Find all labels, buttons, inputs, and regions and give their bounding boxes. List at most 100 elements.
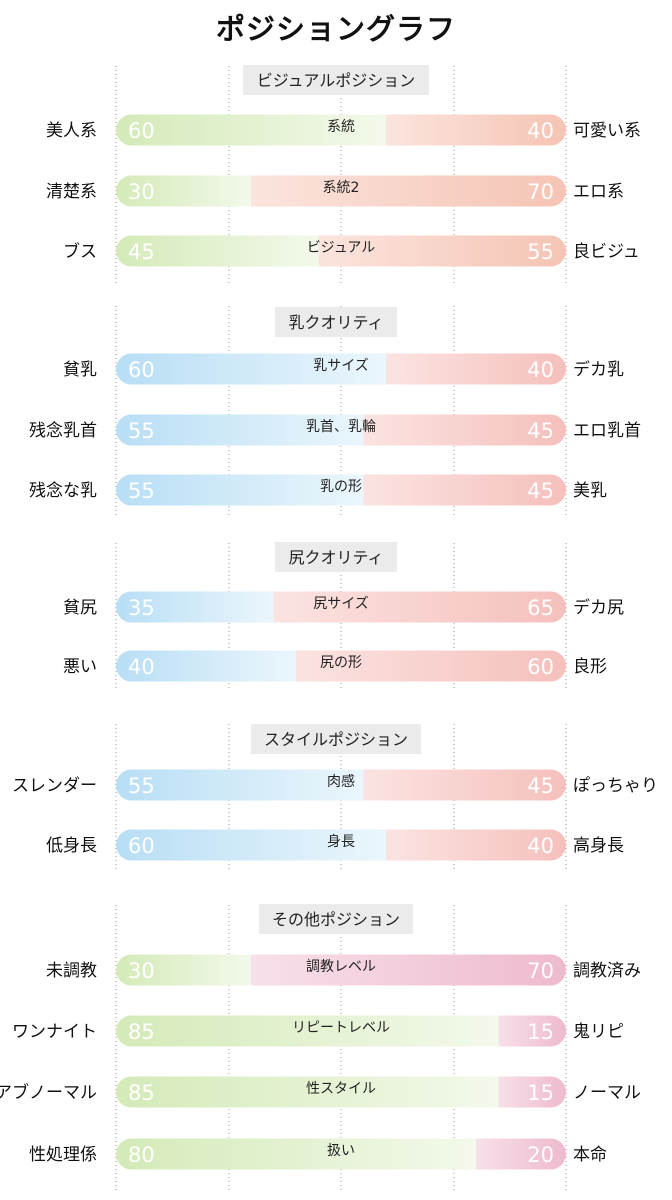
- bar-label: 乳首、乳輪: [306, 418, 376, 435]
- bar-right-segment: [318, 235, 566, 267]
- bar-right-segment: [386, 829, 566, 861]
- left-value: 60: [128, 358, 155, 382]
- right-value: 45: [527, 774, 554, 798]
- left-axis-label: 残念乳首: [29, 420, 97, 441]
- bar-right-segment: [363, 769, 566, 801]
- right-axis-label: 可愛い系: [573, 121, 641, 141]
- right-value: 40: [527, 358, 554, 382]
- bar-right-segment: [498, 1015, 566, 1047]
- left-value: 40: [128, 655, 155, 679]
- bar-right-segment: [386, 353, 566, 385]
- bar-label: 系統2: [323, 180, 360, 196]
- left-axis-label: スレンダー: [12, 776, 97, 796]
- right-axis-label: エロ系: [573, 182, 624, 202]
- bar: [116, 1138, 566, 1170]
- bar-left-segment: [116, 829, 386, 861]
- left-axis-label: 美人系: [46, 121, 97, 141]
- right-value: 40: [527, 834, 554, 858]
- left-value: 30: [128, 959, 155, 983]
- bar: [116, 829, 566, 861]
- right-value: 65: [527, 596, 554, 620]
- bar-left-segment: [116, 1076, 499, 1108]
- right-axis-label: 美乳: [573, 481, 607, 501]
- bar-left-segment: [116, 175, 251, 207]
- section-header-bg: [243, 65, 429, 95]
- right-value: 45: [527, 479, 554, 503]
- bar-right-segment: [386, 114, 566, 146]
- left-value: 55: [128, 419, 155, 443]
- left-value: 35: [128, 596, 155, 620]
- left-axis-label: 未調教: [46, 961, 97, 981]
- right-axis-label: 本命: [573, 1145, 607, 1165]
- bar: [116, 175, 566, 207]
- left-value: 60: [128, 834, 155, 858]
- right-axis-label: デカ尻: [573, 597, 624, 618]
- left-axis-label: ブス: [63, 241, 97, 262]
- section-header: 尻クオリティ: [288, 548, 383, 567]
- right-axis-label: 良ビジュ: [573, 242, 640, 262]
- bar-left-segment: [116, 1015, 499, 1047]
- section-header: ビジュアルポジション: [257, 71, 415, 90]
- bar-left-segment: [116, 353, 386, 385]
- bar-left-segment: [116, 650, 296, 682]
- bar-label: 乳の形: [320, 479, 362, 495]
- bar: [116, 235, 566, 267]
- left-axis-label: 性処理係: [29, 1145, 97, 1165]
- right-axis-label: デカ乳: [573, 359, 624, 380]
- left-value: 55: [128, 774, 155, 798]
- left-axis-label: 貧尻: [63, 598, 97, 618]
- left-axis-label: 清楚系: [46, 182, 97, 202]
- bar: [116, 414, 566, 446]
- bar-label: 肉感: [327, 773, 355, 790]
- section-header: 乳クオリティ: [288, 313, 383, 332]
- bar-left-segment: [116, 114, 386, 146]
- section-header-bg: [251, 724, 421, 754]
- bar: [116, 769, 566, 801]
- right-axis-label: ぽっちゃり: [573, 776, 658, 796]
- bar-left-segment: [116, 235, 319, 267]
- bar: [116, 474, 566, 506]
- right-value: 45: [527, 419, 554, 443]
- right-axis-label: ノーマル: [573, 1083, 641, 1103]
- bar: [116, 353, 566, 385]
- right-value: 55: [527, 240, 554, 264]
- right-axis-label: 調教済み: [573, 961, 641, 981]
- bar-label: 性スタイル: [306, 1081, 376, 1097]
- section-header-bg: [275, 542, 397, 572]
- bar-left-segment: [116, 474, 364, 506]
- bar-left-segment: [116, 769, 364, 801]
- left-value: 80: [128, 1143, 155, 1167]
- right-value: 70: [527, 959, 554, 983]
- bar-label: ビジュアル: [307, 240, 376, 256]
- bar-label: 尻サイズ: [313, 596, 369, 612]
- left-value: 45: [128, 240, 155, 264]
- section-header: その他ポジション: [272, 910, 400, 929]
- left-axis-label: 残念な乳: [29, 480, 97, 501]
- right-value: 20: [527, 1143, 554, 1167]
- bar-right-segment: [273, 591, 566, 623]
- bar-label: 調教レベル: [306, 959, 376, 975]
- right-value: 60: [527, 655, 554, 679]
- bar-left-segment: [116, 591, 274, 623]
- right-value: 40: [527, 119, 554, 143]
- bar-right-segment: [251, 175, 566, 207]
- bar: [116, 1076, 566, 1108]
- left-axis-label: 低身長: [46, 836, 97, 856]
- bar-label: 乳サイズ: [313, 358, 369, 374]
- bar: [116, 114, 566, 146]
- right-value: 15: [527, 1020, 554, 1044]
- bar-left-segment: [116, 1138, 476, 1170]
- section-header-bg: [259, 904, 413, 934]
- left-value: 85: [128, 1081, 155, 1105]
- left-axis-label: ワンナイト: [12, 1022, 97, 1042]
- bar-left-segment: [116, 954, 251, 986]
- left-value: 55: [128, 479, 155, 503]
- bar: [116, 591, 566, 623]
- right-axis-label: エロ乳首: [573, 421, 641, 441]
- right-value: 70: [527, 180, 554, 204]
- bar-right-segment: [498, 1076, 566, 1108]
- left-axis-label: アブノーマル: [0, 1082, 97, 1103]
- bar-label: 尻の形: [320, 655, 362, 671]
- right-axis-label: 鬼リピ: [573, 1022, 624, 1042]
